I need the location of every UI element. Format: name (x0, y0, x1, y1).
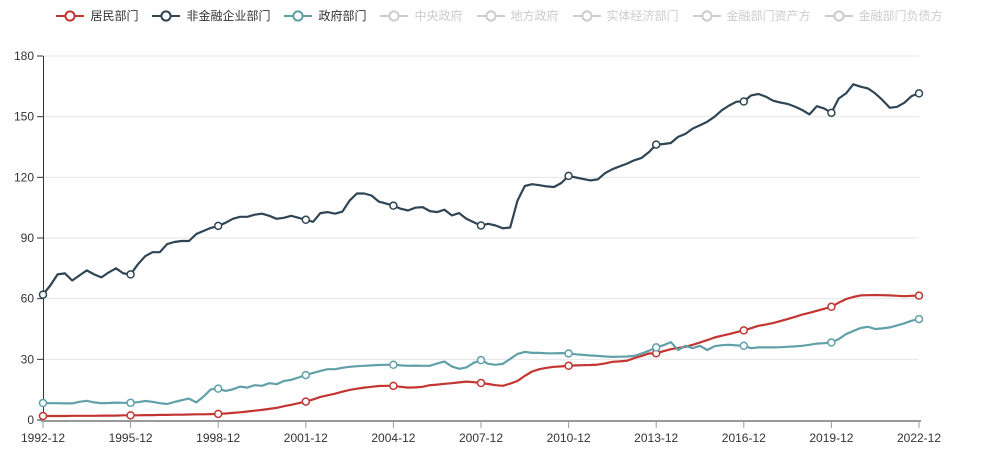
x-axis-label: 1995-12 (109, 431, 153, 445)
financial-sector-assets-legend-line-icon (692, 10, 721, 22)
x-axis-label: 2007-12 (459, 431, 503, 445)
legend-item-real-economy-sector[interactable]: 实体经济部门 (572, 7, 679, 25)
government-sector-marker (476, 355, 486, 365)
x-axis-label: 2004-12 (371, 431, 415, 445)
non-financial-corporate-marker (564, 171, 573, 181)
non-financial-corporate-marker (389, 201, 398, 210)
government-sector-marker (564, 349, 573, 358)
x-axis-label: 2010-12 (547, 431, 591, 445)
legend: 居民部门 非金融企业部门 政府部门 中央政府 地方政府 实体经济部门 金融部门资产方 金融部门… (0, 7, 999, 25)
legend-label-financial-sector-assets: 金融部门资产方 (726, 9, 811, 23)
central-government-legend-line-icon (380, 10, 409, 22)
legend-label-central-government: 中央政府 (414, 9, 463, 23)
household-sector-marker (827, 302, 836, 312)
non-financial-corporate-marker (213, 221, 223, 231)
y-axis-label: 120 (14, 170, 34, 184)
real-economy-sector-legend-line-icon (572, 10, 601, 22)
household-sector-marker (389, 381, 398, 391)
x-axis-label: 2016-12 (722, 431, 766, 445)
household-sector-marker (914, 291, 924, 300)
legend-item-household-sector[interactable]: 居民部门 (56, 7, 138, 25)
household-sector-marker (301, 397, 311, 406)
non-financial-corporate-marker (126, 270, 135, 279)
government-sector-marker (739, 341, 749, 351)
non-financial-corporate-marker (651, 140, 661, 149)
government-sector-marker (126, 398, 135, 408)
legend-item-financial-sector-assets[interactable]: 金融部门资产方 (692, 7, 811, 25)
government-sector-marker (301, 370, 311, 380)
x-axis-label: 2022-12 (897, 431, 941, 445)
x-axis-label: 2013-12 (634, 431, 678, 445)
financial-sector-liabilities-legend-line-icon (824, 10, 853, 22)
legend-label-government-sector: 政府部门 (318, 9, 367, 23)
x-axis-label: 2001-12 (284, 431, 328, 445)
government-sector-marker (827, 338, 836, 347)
government-sector-marker (213, 384, 223, 393)
non-financial-corporate-legend-line-icon (152, 10, 181, 22)
legend-item-government-sector[interactable]: 政府部门 (284, 7, 366, 25)
non-financial-corporate-marker (38, 290, 48, 299)
household-sector-marker (739, 326, 749, 335)
household-sector-marker (564, 361, 573, 371)
non-financial-corporate-marker (301, 215, 311, 225)
legend-label-local-government: 地方政府 (510, 9, 559, 23)
non-financial-corporate-marker (476, 221, 486, 230)
local-government-legend-line-icon (476, 10, 505, 22)
government-sector-legend-line-icon (284, 10, 313, 22)
y-axis-label: 150 (14, 110, 34, 124)
legend-label-household-sector: 居民部门 (90, 9, 139, 23)
x-axis-label: 1998-12 (196, 431, 240, 445)
y-axis-label: 90 (21, 231, 35, 245)
non-financial-corporate-marker (914, 89, 924, 98)
non-financial-corporate-marker (827, 108, 836, 118)
y-axis-label: 180 (14, 49, 34, 63)
government-sector-marker (914, 314, 924, 324)
x-axis-label: 2019-12 (809, 431, 853, 445)
legend-item-non-financial-corporate[interactable]: 非金融企业部门 (152, 7, 270, 25)
legend-item-financial-sector-liabilities[interactable]: 金融部门负债方 (824, 7, 943, 25)
y-axis-label: 30 (21, 352, 35, 366)
household-sector-marker (476, 378, 486, 388)
household-sector-legend-line-icon (56, 10, 85, 22)
x-axis-label: 1992-12 (21, 431, 65, 445)
household-sector-marker (38, 411, 48, 421)
non-financial-corporate-line (41, 83, 921, 296)
legend-item-central-government[interactable]: 中央政府 (380, 7, 463, 25)
non-financial-corporate-marker (739, 97, 749, 106)
household-sector-line (41, 293, 921, 418)
legend-label-financial-sector-liabilities: 金融部门负债方 (858, 9, 943, 23)
government-sector-marker (651, 343, 661, 352)
y-axis-label: 0 (27, 413, 34, 427)
legend-item-local-government[interactable]: 地方政府 (476, 7, 559, 25)
legend-label-real-economy-sector: 实体经济部门 (606, 9, 679, 23)
household-sector-marker (213, 409, 223, 419)
legend-label-non-financial-corporate: 非金融企业部门 (186, 9, 271, 23)
household-sector-marker (126, 411, 135, 420)
government-sector-marker (389, 360, 398, 370)
government-sector-marker (38, 398, 48, 408)
y-axis-label: 60 (21, 292, 35, 306)
